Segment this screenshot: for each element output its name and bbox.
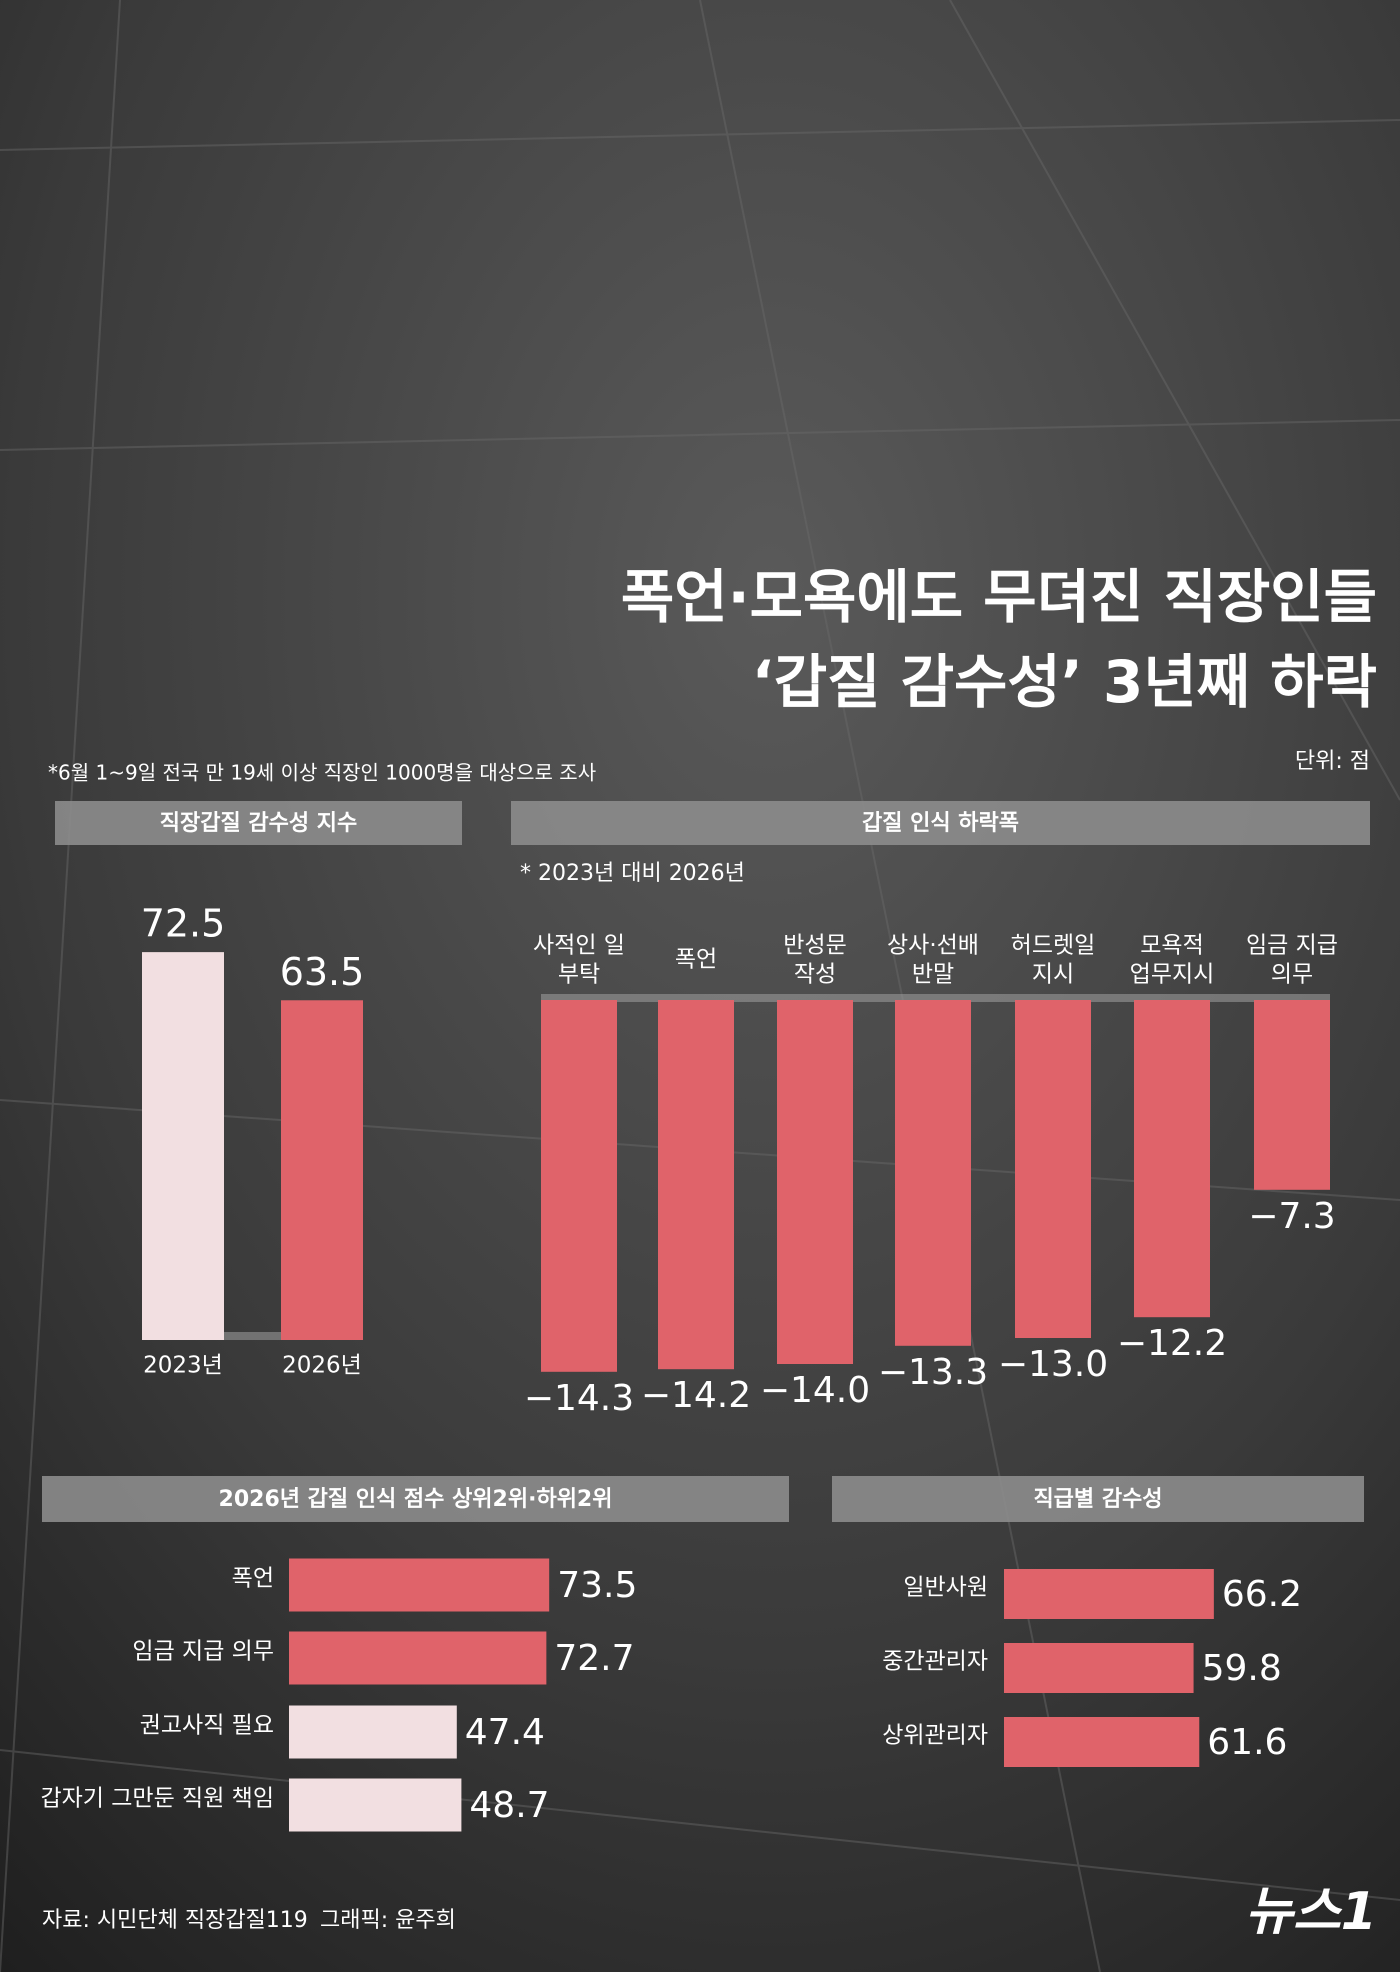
category-label: 상사·선배 xyxy=(887,933,979,959)
section-header xyxy=(55,801,462,845)
section-header xyxy=(511,801,1370,845)
category-label: 갑자기 그만둔 직원 책임 xyxy=(40,1786,274,1812)
value-label: 47.4 xyxy=(465,1712,545,1753)
section-title: 2026년 갑질 인식 점수 상위2위·하위2위 xyxy=(219,1487,613,1512)
category-label: 부탁 xyxy=(558,962,600,988)
bar xyxy=(142,952,224,1340)
baseline-band xyxy=(183,1332,322,1340)
category-label: 업무지시 xyxy=(1130,962,1215,988)
category-label: 폭언 xyxy=(675,947,717,973)
bar xyxy=(1015,1000,1091,1338)
section-header xyxy=(832,1476,1364,1522)
category-label: 폭언 xyxy=(232,1566,274,1592)
graphic-credit: 그래픽: 윤주희 xyxy=(320,1908,456,1933)
category-label: 모욕적 xyxy=(1140,933,1203,959)
bar xyxy=(658,1000,734,1370)
value-label: 61.6 xyxy=(1207,1722,1287,1763)
bar xyxy=(1004,1643,1194,1693)
category-label: 반말 xyxy=(912,962,954,988)
value-label: 73.5 xyxy=(557,1565,637,1606)
unit: 단위: 점 xyxy=(1295,749,1370,774)
category-label: 권고사직 필요 xyxy=(140,1713,274,1739)
bar xyxy=(1004,1717,1200,1767)
bar xyxy=(895,1000,971,1346)
category-label: 의무 xyxy=(1271,962,1313,988)
category-label: 반성문 xyxy=(783,933,846,959)
title-line: 폭언·모욕에도 무뎌진 직장인들 xyxy=(621,563,1377,631)
category-label: 임금 지급 xyxy=(1246,933,1338,959)
bar xyxy=(1254,1000,1330,1190)
note: *6월 1~9일 전국 만 19세 이상 직장인 1000명을 대상으로 조사 xyxy=(48,761,596,785)
category-label: 2023년 xyxy=(143,1353,223,1379)
section-title: 직장갑질 감수성 지수 xyxy=(160,811,357,836)
bar xyxy=(289,1705,457,1759)
value-label: −14.2 xyxy=(641,1375,751,1416)
value-label: −13.3 xyxy=(878,1352,988,1393)
value-label: 72.5 xyxy=(141,902,226,946)
section-subtitle: * 2023년 대비 2026년 xyxy=(520,861,745,886)
bar xyxy=(541,1000,617,1372)
section-title: 직급별 감수성 xyxy=(1033,1487,1162,1512)
category-label: 상위관리자 xyxy=(882,1723,988,1749)
section-title: 갑질 인식 하락폭 xyxy=(862,811,1019,836)
value-label: 59.8 xyxy=(1202,1648,1282,1689)
category-label: 일반사원 xyxy=(903,1575,988,1601)
value-label: −14.3 xyxy=(524,1378,634,1419)
category-label: 허드렛일 xyxy=(1011,933,1096,959)
source: 자료: 시민단체 직장갑질119 xyxy=(42,1908,308,1933)
value-label: 48.7 xyxy=(469,1785,549,1826)
section-header xyxy=(42,1476,789,1522)
value-label: −12.2 xyxy=(1117,1323,1227,1364)
title-line: ‘갑질 감수성’ 3년째 하락 xyxy=(752,648,1377,716)
category-label: 중간관리자 xyxy=(882,1649,988,1675)
value-label: 72.7 xyxy=(554,1638,634,1679)
baseline-band xyxy=(541,994,1330,1002)
value-label: −13.0 xyxy=(998,1344,1108,1385)
value-label: 66.2 xyxy=(1222,1574,1302,1615)
logo: 뉴스1 xyxy=(1245,1882,1377,1942)
bar xyxy=(1134,1000,1210,1318)
bar xyxy=(777,1000,853,1364)
category-label: 임금 지급 의무 xyxy=(132,1639,274,1665)
bar xyxy=(1004,1569,1214,1619)
bar xyxy=(289,1631,547,1685)
bar xyxy=(289,1558,550,1612)
value-label: −7.3 xyxy=(1248,1196,1335,1237)
value-label: 63.5 xyxy=(280,950,365,994)
value-label: −14.0 xyxy=(760,1370,870,1411)
category-label: 사적인 일 xyxy=(533,933,625,959)
category-label: 작성 xyxy=(794,962,836,988)
category-label: 2026년 xyxy=(282,1353,362,1379)
category-label: 지시 xyxy=(1032,962,1074,988)
bar xyxy=(281,1000,363,1340)
bar xyxy=(289,1778,462,1832)
